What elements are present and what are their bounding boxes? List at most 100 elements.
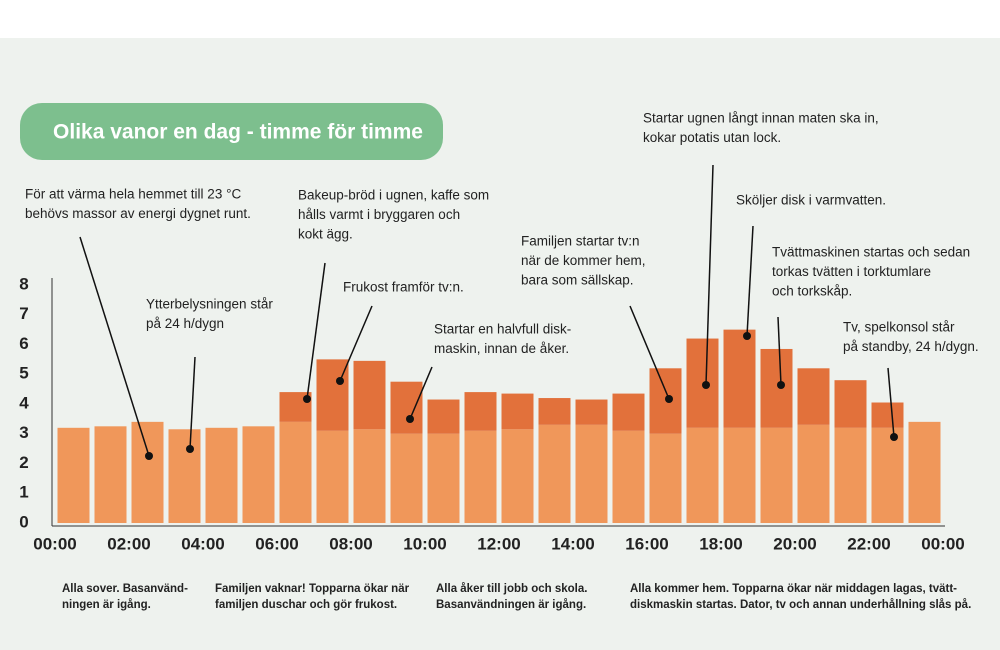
annotation: Familjen startar tv:n — [521, 234, 640, 249]
x-tick-label: 06:00 — [255, 534, 298, 553]
x-tick-label: 04:00 — [181, 534, 224, 553]
annotation-dot — [406, 415, 414, 423]
footnote: Alla kommer hem. Topparna ökar när midda… — [630, 583, 957, 595]
bar-segment — [538, 424, 571, 523]
bar-segment — [427, 399, 460, 434]
annotation-leader — [189, 356, 196, 450]
x-tick-label: 22:00 — [847, 534, 890, 553]
y-tick-label: 7 — [19, 304, 28, 323]
annotation-dot — [777, 381, 785, 389]
bar-segment — [575, 399, 608, 425]
x-tick-label: 00:00 — [921, 534, 964, 553]
bar-segment — [131, 421, 164, 523]
annotation: på standby, 24 h/dygn. — [843, 339, 979, 354]
title-pill — [20, 103, 443, 160]
bar-segment — [427, 433, 460, 523]
annotation: Startar ugnen långt innan maten ska in, — [643, 111, 879, 126]
x-tick-label: 10:00 — [403, 534, 446, 553]
bar-segment — [723, 329, 756, 428]
bar-segment — [797, 424, 830, 523]
annotation-dot — [890, 433, 898, 441]
bar-segment — [316, 359, 349, 431]
annotation-dot — [145, 452, 153, 460]
bar-segment — [390, 381, 423, 434]
annotation-leader — [409, 366, 433, 420]
x-tick-label: 18:00 — [699, 534, 742, 553]
bar-segment — [723, 427, 756, 523]
x-tick-label: 00:00 — [33, 534, 76, 553]
bar-segment — [649, 433, 682, 523]
annotation: Startar en halvfull disk- — [434, 322, 571, 337]
annotation: bara som sällskap. — [521, 273, 634, 288]
annotation-dot — [665, 395, 673, 403]
bar-segment — [168, 429, 201, 523]
bar-segment — [649, 368, 682, 434]
y-tick-label: 6 — [19, 334, 28, 353]
annotation: Frukost framför tv:n. — [343, 280, 464, 295]
annotation-leader — [887, 367, 895, 438]
footnote: familjen duschar och gör frukost. — [215, 599, 397, 611]
bar-segment — [501, 393, 534, 430]
footnote: diskmaskin startas. Dator, tv och annan … — [630, 599, 971, 611]
annotation: Ytterbelysningen står — [146, 297, 273, 312]
annotation-leader — [746, 225, 754, 337]
bar-segment — [760, 348, 793, 428]
annotation: behövs massor av energi dygnet runt. — [25, 206, 251, 221]
bar-segment — [353, 429, 386, 523]
bar-segment — [501, 429, 534, 523]
x-tick-label: 20:00 — [773, 534, 816, 553]
x-tick-label: 08:00 — [329, 534, 372, 553]
annotation: Tvättmaskinen startas och sedan — [772, 245, 970, 260]
bar-segment — [686, 427, 719, 523]
annotation-leader — [777, 316, 782, 386]
x-tick-label: 16:00 — [625, 534, 668, 553]
annotation: hålls varmt i bryggaren och — [298, 207, 460, 222]
bar-segment — [390, 433, 423, 523]
bar-segment — [205, 427, 238, 523]
y-tick-label: 1 — [19, 483, 28, 502]
annotation-dot — [336, 377, 344, 385]
bar-segment — [871, 427, 904, 523]
annotation: när de kommer hem, — [521, 253, 646, 268]
annotation-leader — [705, 164, 714, 386]
bar-segment — [316, 430, 349, 523]
x-tick-label: 02:00 — [107, 534, 150, 553]
annotation: och torkskåp. — [772, 284, 852, 299]
annotation: maskin, innan de åker. — [434, 341, 569, 356]
bar-segment — [94, 426, 127, 523]
footnote: ningen är igång. — [62, 599, 151, 611]
annotation-dot — [186, 445, 194, 453]
bar-segment — [871, 402, 904, 428]
annotation-dot — [303, 395, 311, 403]
y-tick-label: 3 — [19, 423, 28, 442]
annotation: För att värma hela hemmet till 23 °C — [25, 187, 241, 202]
annotation: Tv, spelkonsol står — [843, 320, 955, 335]
bar-segment — [575, 424, 608, 523]
bar-segment — [464, 392, 497, 431]
bar-segment — [834, 380, 867, 428]
annotation: torkas tvätten i torktumlare — [772, 264, 931, 279]
bar-segment — [464, 430, 497, 523]
x-tick-label: 14:00 — [551, 534, 594, 553]
annotation-leader — [79, 236, 150, 457]
annotation: kokar potatis utan lock. — [643, 130, 781, 145]
annotation-dot — [702, 381, 710, 389]
footnote: Basanvändningen är igång. — [436, 599, 586, 611]
y-tick-label: 4 — [19, 393, 29, 412]
bar-segment — [612, 430, 645, 523]
footnote: Familjen vaknar! Topparna ökar när — [215, 583, 410, 595]
annotation-leader — [629, 305, 670, 400]
bar-segment — [242, 426, 275, 523]
bar-segment — [612, 393, 645, 431]
bar-segment — [353, 360, 386, 430]
annotation-leader — [306, 262, 326, 400]
annotation: på 24 h/dygn — [146, 316, 224, 331]
bar-segment — [57, 427, 90, 523]
bar-segment — [908, 421, 941, 523]
bar-segment — [538, 398, 571, 425]
y-tick-label: 8 — [19, 274, 28, 293]
annotation-dot — [743, 332, 751, 340]
y-tick-label: 2 — [19, 453, 28, 472]
annotation: kokt ägg. — [298, 227, 353, 242]
